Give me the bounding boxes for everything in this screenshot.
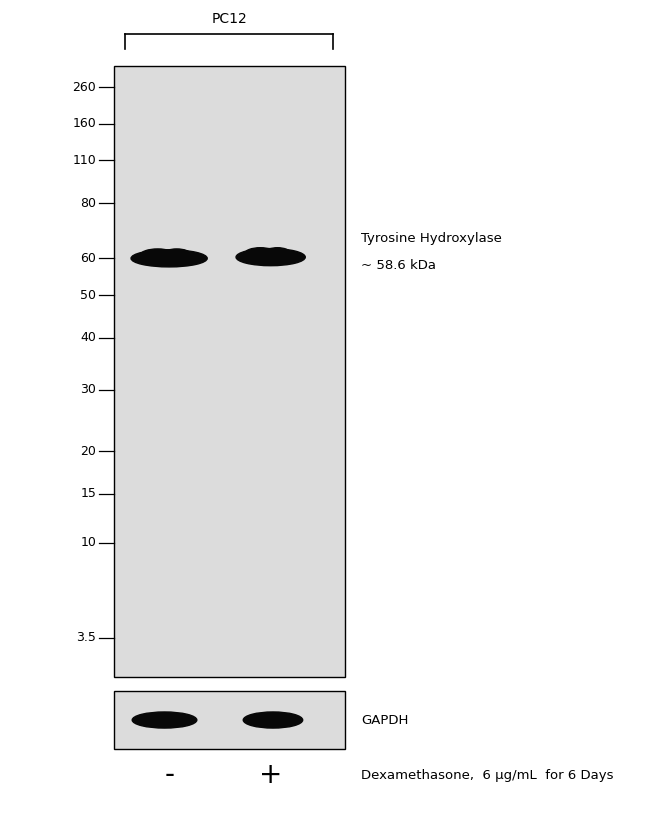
Text: 160: 160	[72, 117, 96, 131]
Ellipse shape	[243, 712, 303, 728]
Text: 20: 20	[81, 444, 96, 457]
Text: 50: 50	[80, 288, 96, 301]
Text: Dexamethasone,  6 μg/mL  for 6 Days: Dexamethasone, 6 μg/mL for 6 Days	[361, 768, 613, 782]
Text: GAPDH: GAPDH	[361, 713, 408, 727]
Text: 15: 15	[81, 488, 96, 500]
Text: 10: 10	[81, 536, 96, 549]
Text: PC12: PC12	[211, 12, 247, 26]
Ellipse shape	[138, 714, 177, 722]
Ellipse shape	[246, 255, 295, 264]
Ellipse shape	[163, 249, 190, 259]
Text: Tyrosine Hydroxylase: Tyrosine Hydroxylase	[361, 232, 502, 245]
Ellipse shape	[140, 249, 175, 261]
Ellipse shape	[236, 249, 306, 266]
Ellipse shape	[142, 256, 196, 266]
Text: 60: 60	[81, 252, 96, 265]
Ellipse shape	[265, 248, 290, 258]
Ellipse shape	[244, 248, 276, 259]
FancyBboxPatch shape	[114, 691, 344, 749]
Text: +: +	[259, 761, 282, 789]
FancyBboxPatch shape	[114, 66, 344, 677]
Text: 3.5: 3.5	[76, 631, 96, 644]
Text: 40: 40	[81, 332, 96, 344]
Ellipse shape	[249, 714, 285, 722]
Text: 30: 30	[81, 383, 96, 397]
Text: 110: 110	[72, 154, 96, 167]
Text: 80: 80	[80, 197, 96, 210]
Text: -: -	[164, 761, 174, 789]
Text: ~ 58.6 kDa: ~ 58.6 kDa	[361, 259, 436, 273]
Ellipse shape	[131, 250, 207, 267]
Ellipse shape	[132, 712, 197, 728]
Text: 260: 260	[72, 80, 96, 94]
